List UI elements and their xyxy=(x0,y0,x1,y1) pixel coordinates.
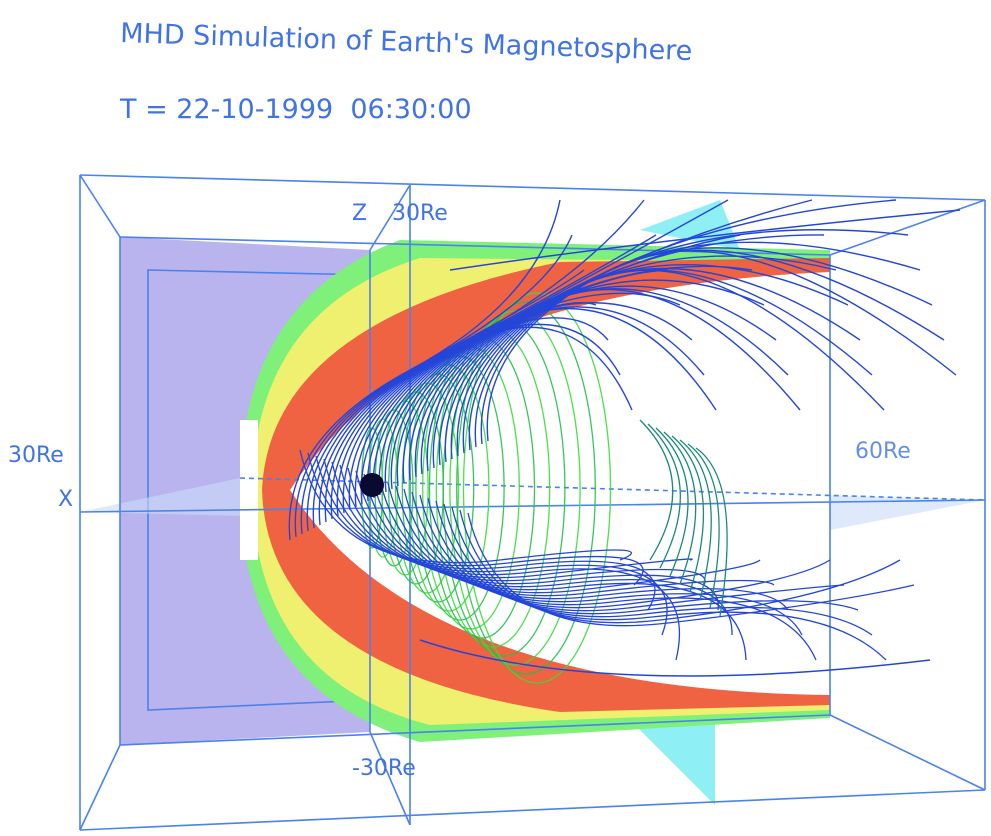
field-line xyxy=(647,423,681,569)
field-lines xyxy=(288,199,961,684)
field-line xyxy=(419,639,931,677)
field-line xyxy=(451,506,887,661)
field-line xyxy=(687,443,720,609)
field-line xyxy=(442,319,566,657)
field-line xyxy=(331,461,681,661)
field-line xyxy=(411,491,817,661)
field-line xyxy=(459,509,901,624)
field-line xyxy=(347,467,706,586)
x-axis-label: X xyxy=(58,487,73,512)
field-line xyxy=(695,447,728,617)
timestamp: T = 22-10-1999 06:30:00 xyxy=(119,94,472,125)
field-line xyxy=(663,431,697,585)
field-line xyxy=(449,209,961,271)
field-line xyxy=(449,310,581,666)
field-line xyxy=(671,435,704,593)
field-line xyxy=(679,439,712,601)
earth xyxy=(360,473,384,497)
field-line xyxy=(435,500,859,615)
field-line xyxy=(403,488,803,636)
x-right-label: 60Re xyxy=(855,439,911,464)
z-top-label: 30Re xyxy=(392,201,448,226)
field-line xyxy=(299,449,632,564)
field-line xyxy=(379,479,761,594)
field-line xyxy=(339,464,693,579)
field-line xyxy=(467,512,915,627)
nose-cavity xyxy=(240,420,258,560)
field-line xyxy=(486,250,957,442)
field-line xyxy=(456,301,596,675)
field-line xyxy=(408,364,490,612)
field-line xyxy=(655,427,689,577)
field-line xyxy=(387,482,775,597)
z-bottom-label: -30Re xyxy=(352,756,416,781)
title: MHD Simulation of Earth's Magnetosphere xyxy=(120,18,693,67)
field-line xyxy=(462,292,612,684)
bounding-box xyxy=(79,174,986,831)
field-line xyxy=(419,494,831,609)
field-line xyxy=(315,455,656,611)
wedge-top xyxy=(640,200,740,250)
field-line xyxy=(427,497,845,612)
y-left-label: 30Re xyxy=(8,443,64,468)
field-line xyxy=(639,419,674,561)
z-axis-label: Z xyxy=(352,201,367,226)
field-line xyxy=(443,503,873,636)
